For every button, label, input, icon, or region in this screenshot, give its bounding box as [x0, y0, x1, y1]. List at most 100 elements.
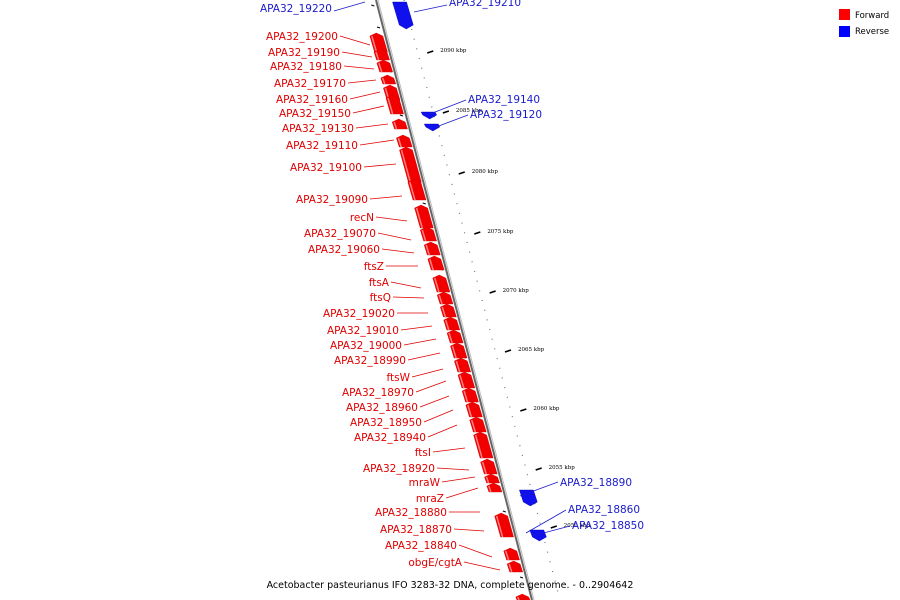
forward-gene-label: ftsZ: [364, 261, 384, 273]
scale-tick-mark: [427, 50, 434, 54]
backbone-dash: [502, 510, 507, 513]
forward-gene-label: APA32_19160: [276, 94, 348, 106]
legend-forward-label: Forward: [855, 11, 889, 21]
scale-tick-label: 2065 kbp: [518, 347, 545, 353]
forward-gene-highlight: [451, 345, 457, 359]
forward-gene-highlight: [371, 35, 378, 53]
backbone-dash: [422, 202, 426, 205]
backbone-line: [375, 0, 533, 600]
forward-gene-label: APA32_18840: [385, 540, 457, 552]
forward-gene-label: APA32_19020: [323, 308, 395, 320]
reverse-gene-label: APA32_19210: [449, 0, 521, 9]
scale-tick-mark: [504, 349, 512, 353]
forward-label-leader: [436, 467, 470, 471]
backbone-dash: [376, 26, 381, 29]
reverse-label-leader: [413, 4, 448, 13]
reverse-gene-block: [423, 123, 441, 132]
reverse-label-leader: [333, 1, 366, 12]
forward-label-leader: [363, 163, 397, 168]
reverse-gene-block: [529, 529, 547, 542]
reverse-gene-label: APA32_19120: [470, 109, 542, 121]
forward-gene-highlight: [463, 390, 469, 403]
forward-gene-highlight: [429, 258, 434, 271]
forward-gene-label: APA32_19150: [279, 108, 351, 120]
scale-tick-label: 2050 kbp: [564, 523, 591, 529]
forward-gene-highlight: [409, 181, 416, 201]
forward-gene-highlight: [488, 485, 492, 493]
forward-gene-label: ftsI: [415, 447, 431, 459]
forward-gene-highlight: [444, 319, 450, 331]
forward-gene-block: [414, 204, 434, 229]
scale-tick-label: 2075 kbp: [487, 229, 514, 235]
scale-tick-mark: [550, 525, 558, 529]
forward-gene-label: APA32_18990: [334, 355, 406, 367]
backbone-dash: [371, 4, 375, 7]
forward-gene-highlight: [495, 515, 504, 538]
forward-label-leader: [411, 368, 444, 378]
scale-tick-mark: [474, 231, 481, 235]
forward-gene-label: APA32_18950: [350, 417, 422, 429]
forward-label-leader: [377, 232, 412, 241]
forward-label-leader: [400, 325, 433, 331]
forward-label-leader: [403, 338, 437, 346]
forward-gene-block: [473, 431, 494, 459]
scale-tick-mark: [442, 110, 450, 114]
forward-label-leader: [407, 352, 441, 361]
forward-gene-block: [465, 401, 483, 418]
forward-gene-highlight: [415, 207, 424, 229]
forward-gene-highlight: [481, 461, 487, 475]
forward-gene-highlight: [425, 244, 431, 256]
scale-tick-label: 2085 kbp: [456, 108, 483, 114]
reverse-label-leader: [525, 509, 567, 534]
forward-label-leader: [381, 248, 415, 254]
forward-label-leader: [445, 487, 479, 499]
reverse-label-leader: [531, 525, 571, 537]
reverse-gene-block: [519, 489, 538, 507]
forward-gene-highlight: [474, 434, 483, 459]
forward-gene-block: [480, 458, 498, 475]
forward-gene-highlight: [400, 149, 412, 183]
label-layer: APA32_19200 APA32_19190 APA32_19180 APA32_1…: [260, 0, 644, 571]
forward-gene-highlight: [485, 476, 490, 484]
forward-gene-label: APA32_19170: [274, 78, 346, 90]
forward-gene-block: [407, 178, 427, 201]
forward-label-leader: [458, 544, 493, 558]
forward-gene-highlight: [455, 360, 461, 373]
forward-gene-label: APA32_19000: [330, 340, 402, 352]
forward-gene-block: [385, 94, 404, 115]
scale-tick-mark: [535, 467, 542, 471]
scale-tick-mark: [458, 171, 465, 175]
forward-gene-block: [369, 32, 388, 53]
scale-tick-label: 2080 kbp: [472, 169, 499, 175]
forward-label-leader: [432, 447, 466, 453]
forward-gene-highlight: [434, 277, 440, 293]
scale-tick-label: 2055 kbp: [549, 465, 576, 471]
forward-label-leader: [415, 380, 447, 393]
forward-gene-label: recN: [350, 212, 374, 224]
forward-gene-label: mraZ: [416, 493, 444, 505]
scale-tick-label: 2060 kbp: [533, 406, 560, 412]
forward-gene-label: APA32_19190: [268, 47, 340, 59]
forward-gene-label: APA32_19100: [290, 162, 362, 174]
forward-gene-block: [399, 146, 422, 183]
forward-gene-label: ftsA: [369, 277, 390, 289]
scale-tick-mark: [520, 408, 527, 412]
reverse-gene-block: [392, 1, 414, 30]
scale-tick-label: 2090 kbp: [440, 48, 467, 54]
forward-gene-label: APA32_19130: [282, 123, 354, 135]
forward-label-leader: [341, 51, 373, 58]
reverse-gene-label: APA32_19220: [260, 3, 332, 15]
forward-label-leader: [419, 395, 450, 408]
forward-gene-label: APA32_19200: [266, 31, 338, 43]
forward-label-leader: [369, 195, 403, 200]
forward-gene-highlight: [378, 62, 383, 73]
forward-gene-highlight: [467, 404, 473, 418]
forward-gene-label: APA32_18920: [363, 463, 435, 475]
forward-gene-label: APA32_18870: [380, 524, 452, 536]
forward-gene-highlight: [459, 374, 465, 389]
legend-forward-swatch: [839, 9, 850, 20]
forward-label-leader: [339, 35, 371, 46]
forward-gene-block: [450, 342, 468, 359]
forward-label-leader: [427, 424, 458, 438]
